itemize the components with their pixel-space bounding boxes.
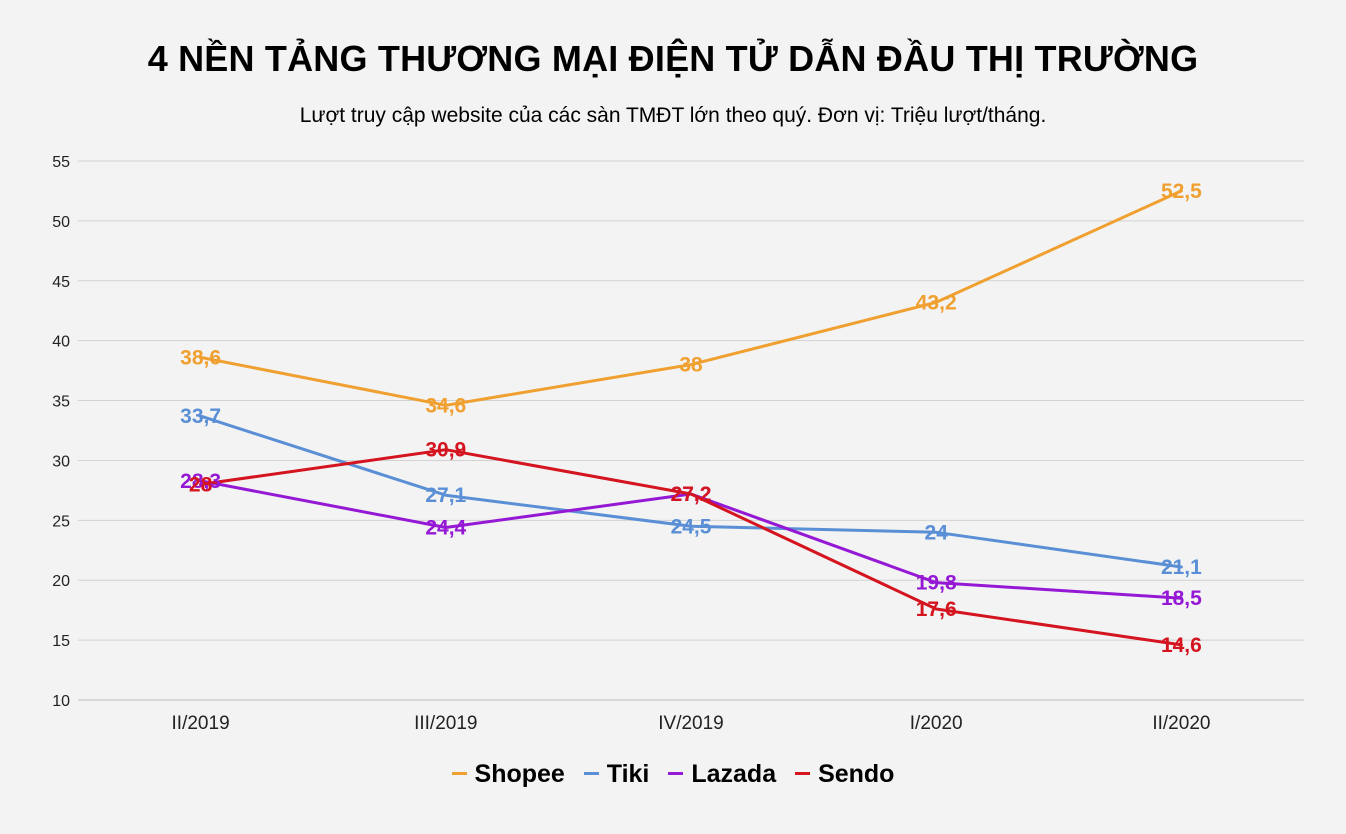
data-label-shopee-ii-2020: 52,5 bbox=[1161, 180, 1202, 203]
legend-swatch-lazada bbox=[668, 771, 684, 775]
chart-title: 4 NỀN TẢNG THƯƠNG MẠI ĐIỆN TỬ DẪN ĐẦU TH… bbox=[147, 38, 1199, 79]
data-label-lazada-iii-2019: 24,4 bbox=[425, 517, 466, 540]
legend-label-sendo: Sendo bbox=[818, 760, 895, 788]
chart-subtitle: Lượt truy cập website của các sàn TMĐT l… bbox=[299, 104, 1047, 127]
legend-swatch-tiki bbox=[583, 771, 599, 775]
x-tick-label-iii-2019: III/2019 bbox=[414, 713, 477, 734]
y-tick-label-40: 40 bbox=[52, 334, 70, 351]
data-label-sendo-iii-2019: 30,9 bbox=[425, 439, 466, 462]
data-label-tiki-ii-2019: 33,7 bbox=[180, 405, 221, 428]
data-label-sendo-ii-2020: 14,6 bbox=[1161, 634, 1202, 657]
data-label-sendo-iv-2019: 27,2 bbox=[671, 483, 712, 506]
data-label-lazada-iv-2019: 27,2 bbox=[671, 483, 712, 506]
y-tick-label-20: 20 bbox=[52, 573, 70, 590]
series-line-shopee bbox=[199, 189, 1183, 407]
data-labels: 38,6 34,6 38 43,2 52,5 33,7 27,1 24,5 24 21,1 28,3… bbox=[180, 180, 1202, 657]
y-tick-label-55: 55 bbox=[52, 154, 70, 171]
y-tick-label-50: 50 bbox=[52, 214, 70, 231]
legend-swatch-shopee bbox=[451, 771, 467, 775]
x-tick-label-ii-2020: II/2020 bbox=[1152, 713, 1210, 734]
legend-swatch-sendo bbox=[795, 771, 811, 775]
legend-item-tiki: Tiki bbox=[583, 760, 650, 789]
data-label-sendo-ii-2019: 28 bbox=[189, 473, 213, 496]
x-tick-label-iv-2019: IV/2019 bbox=[658, 713, 724, 734]
data-label-shopee-iv-2019: 38 bbox=[679, 354, 703, 377]
data-label-shopee-iii-2019: 34,6 bbox=[425, 394, 466, 417]
y-tick-label-30: 30 bbox=[52, 453, 70, 470]
legend-label-lazada: Lazada bbox=[691, 760, 777, 788]
legend-item-sendo: Sendo bbox=[795, 760, 894, 789]
data-label-tiki-ii-2020: 21,1 bbox=[1161, 556, 1202, 579]
series-line-sendo bbox=[199, 448, 1183, 647]
legend-item-shopee: Shopee bbox=[451, 760, 565, 789]
data-label-lazada-ii-2020: 18,5 bbox=[1161, 587, 1202, 610]
x-tick-label-ii-2019: II/2019 bbox=[172, 713, 230, 734]
legend-label-shopee: Shopee bbox=[474, 760, 565, 788]
y-tick-label-25: 25 bbox=[52, 513, 70, 530]
data-label-lazada-ii-2019: 28,3 bbox=[180, 470, 221, 493]
data-label-shopee-ii-2019: 38,6 bbox=[180, 346, 221, 369]
x-tick-label-i-2020: I/2020 bbox=[910, 713, 963, 734]
data-label-tiki-iii-2019: 27,1 bbox=[425, 484, 466, 507]
grid-lines bbox=[78, 160, 1304, 701]
y-tick-label-45: 45 bbox=[52, 274, 70, 291]
y-axis-ticks: 10 15 20 25 30 35 40 45 50 55 bbox=[52, 154, 70, 710]
series-line-tiki bbox=[199, 414, 1183, 569]
y-tick-label-15: 15 bbox=[52, 633, 70, 650]
data-label-tiki-iv-2019: 24,5 bbox=[671, 515, 712, 538]
series-lines bbox=[199, 189, 1183, 647]
x-axis-ticks: II/2019 III/2019 IV/2019 I/2020 II/2020 bbox=[172, 713, 1211, 734]
legend: Shopee Tiki Lazada Sendo bbox=[0, 760, 1346, 789]
data-label-tiki-i-2020: 24 bbox=[925, 521, 949, 544]
legend-label-tiki: Tiki bbox=[606, 760, 650, 788]
legend-item-lazada: Lazada bbox=[668, 760, 776, 789]
data-label-lazada-i-2020: 19,8 bbox=[916, 572, 957, 595]
data-label-shopee-i-2020: 43,2 bbox=[916, 291, 957, 314]
data-label-sendo-i-2020: 17,6 bbox=[916, 598, 957, 621]
y-tick-label-35: 35 bbox=[52, 394, 70, 411]
y-tick-label-10: 10 bbox=[52, 693, 70, 710]
